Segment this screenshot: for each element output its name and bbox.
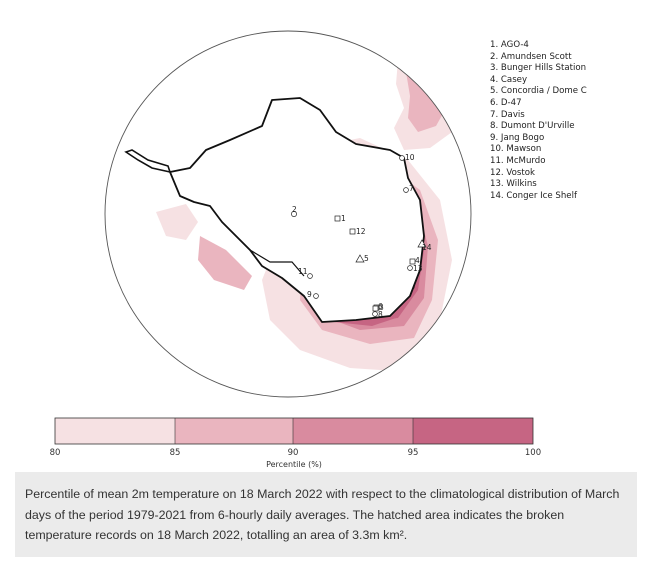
legend-item: 6. D-47 bbox=[490, 97, 522, 108]
station-marker-4: 4 bbox=[409, 256, 420, 265]
colorbar-segment-4 bbox=[413, 418, 533, 444]
legend-item: 13. Wilkins bbox=[490, 179, 537, 190]
colorbar-segment-3 bbox=[293, 418, 413, 444]
legend-item: 5. Concordia / Dome C bbox=[490, 86, 587, 97]
svg-text:9: 9 bbox=[307, 290, 312, 299]
ross-ice-shelf-edge bbox=[249, 249, 305, 277]
legend-item: 3. Bunger Hills Station bbox=[490, 63, 587, 74]
colorbar-segment-2 bbox=[175, 418, 293, 444]
svg-text:5: 5 bbox=[364, 254, 369, 263]
colorbar-tick-95: 95 bbox=[407, 448, 419, 458]
map-boundary bbox=[104, 30, 472, 398]
svg-text:14: 14 bbox=[422, 243, 432, 252]
colorbar-label: Percentile (%) bbox=[266, 460, 322, 469]
legend-item: 2. Amundsen Scott bbox=[490, 51, 572, 62]
colorbar-tick-90: 90 bbox=[287, 448, 299, 458]
station-marker-8: 8 bbox=[372, 310, 383, 319]
station-marker-13: 13 bbox=[407, 264, 423, 273]
station-markers: 1 2 3 4 5 6 7 8 9 10 11 12 13 14 bbox=[291, 153, 432, 319]
station-marker-5: 5 bbox=[355, 254, 369, 263]
svg-text:1: 1 bbox=[341, 214, 346, 223]
colorbar bbox=[54, 417, 534, 445]
svg-text:2: 2 bbox=[292, 205, 297, 214]
legend-item: 1. AGO-4 bbox=[490, 40, 529, 50]
station-marker-11: 11 bbox=[298, 267, 313, 279]
svg-text:7: 7 bbox=[409, 184, 414, 193]
legend-item: 10. Mawson bbox=[490, 144, 542, 155]
station-marker-7: 7 bbox=[403, 184, 414, 193]
legend-item: 14. Conger Ice Shelf bbox=[490, 190, 577, 201]
station-marker-1: 1 bbox=[334, 214, 346, 223]
colorbar-tick-80: 80 bbox=[49, 448, 61, 458]
colorbar-tick-100: 100 bbox=[524, 448, 542, 458]
svg-text:11: 11 bbox=[298, 267, 308, 276]
legend-item: 11. McMurdo bbox=[490, 155, 546, 166]
station-marker-9: 9 bbox=[307, 290, 319, 299]
colorbar-segment-1 bbox=[55, 418, 175, 444]
legend-item: 12. Vostok bbox=[490, 167, 535, 178]
antarctic-peninsula bbox=[124, 149, 172, 174]
station-marker-14: 14 bbox=[417, 239, 432, 252]
station-marker-10: 10 bbox=[399, 153, 415, 162]
legend-item: 8. Dumont D'Urville bbox=[490, 121, 575, 132]
svg-text:10: 10 bbox=[405, 153, 415, 162]
legend-item: 9. Jang Bogo bbox=[490, 132, 545, 143]
warm-anomaly-w-patch bbox=[156, 204, 198, 240]
station-legend: 1. AGO-4 2. Amundsen Scott 3. Bunger Hil… bbox=[490, 40, 587, 202]
figure-caption: Percentile of mean 2m temperature on 18 … bbox=[15, 472, 637, 557]
svg-text:6: 6 bbox=[378, 302, 383, 311]
station-marker-12: 12 bbox=[349, 227, 366, 236]
svg-text:8: 8 bbox=[378, 310, 383, 319]
svg-text:3: 3 bbox=[379, 303, 384, 312]
legend-item: 4. Casey bbox=[490, 74, 528, 85]
svg-text:13: 13 bbox=[413, 264, 423, 273]
station-marker-6: 6 bbox=[372, 302, 383, 312]
svg-text:12: 12 bbox=[356, 227, 366, 236]
warm-anomaly-w-patch-2 bbox=[198, 236, 252, 290]
station-marker-2: 2 bbox=[291, 205, 297, 217]
colorbar-frame bbox=[54, 417, 534, 445]
antarctica-coastline bbox=[169, 97, 425, 323]
legend-item: 7. Davis bbox=[490, 109, 525, 120]
svg-text:4: 4 bbox=[415, 256, 420, 265]
colorbar-tick-85: 85 bbox=[169, 448, 181, 458]
